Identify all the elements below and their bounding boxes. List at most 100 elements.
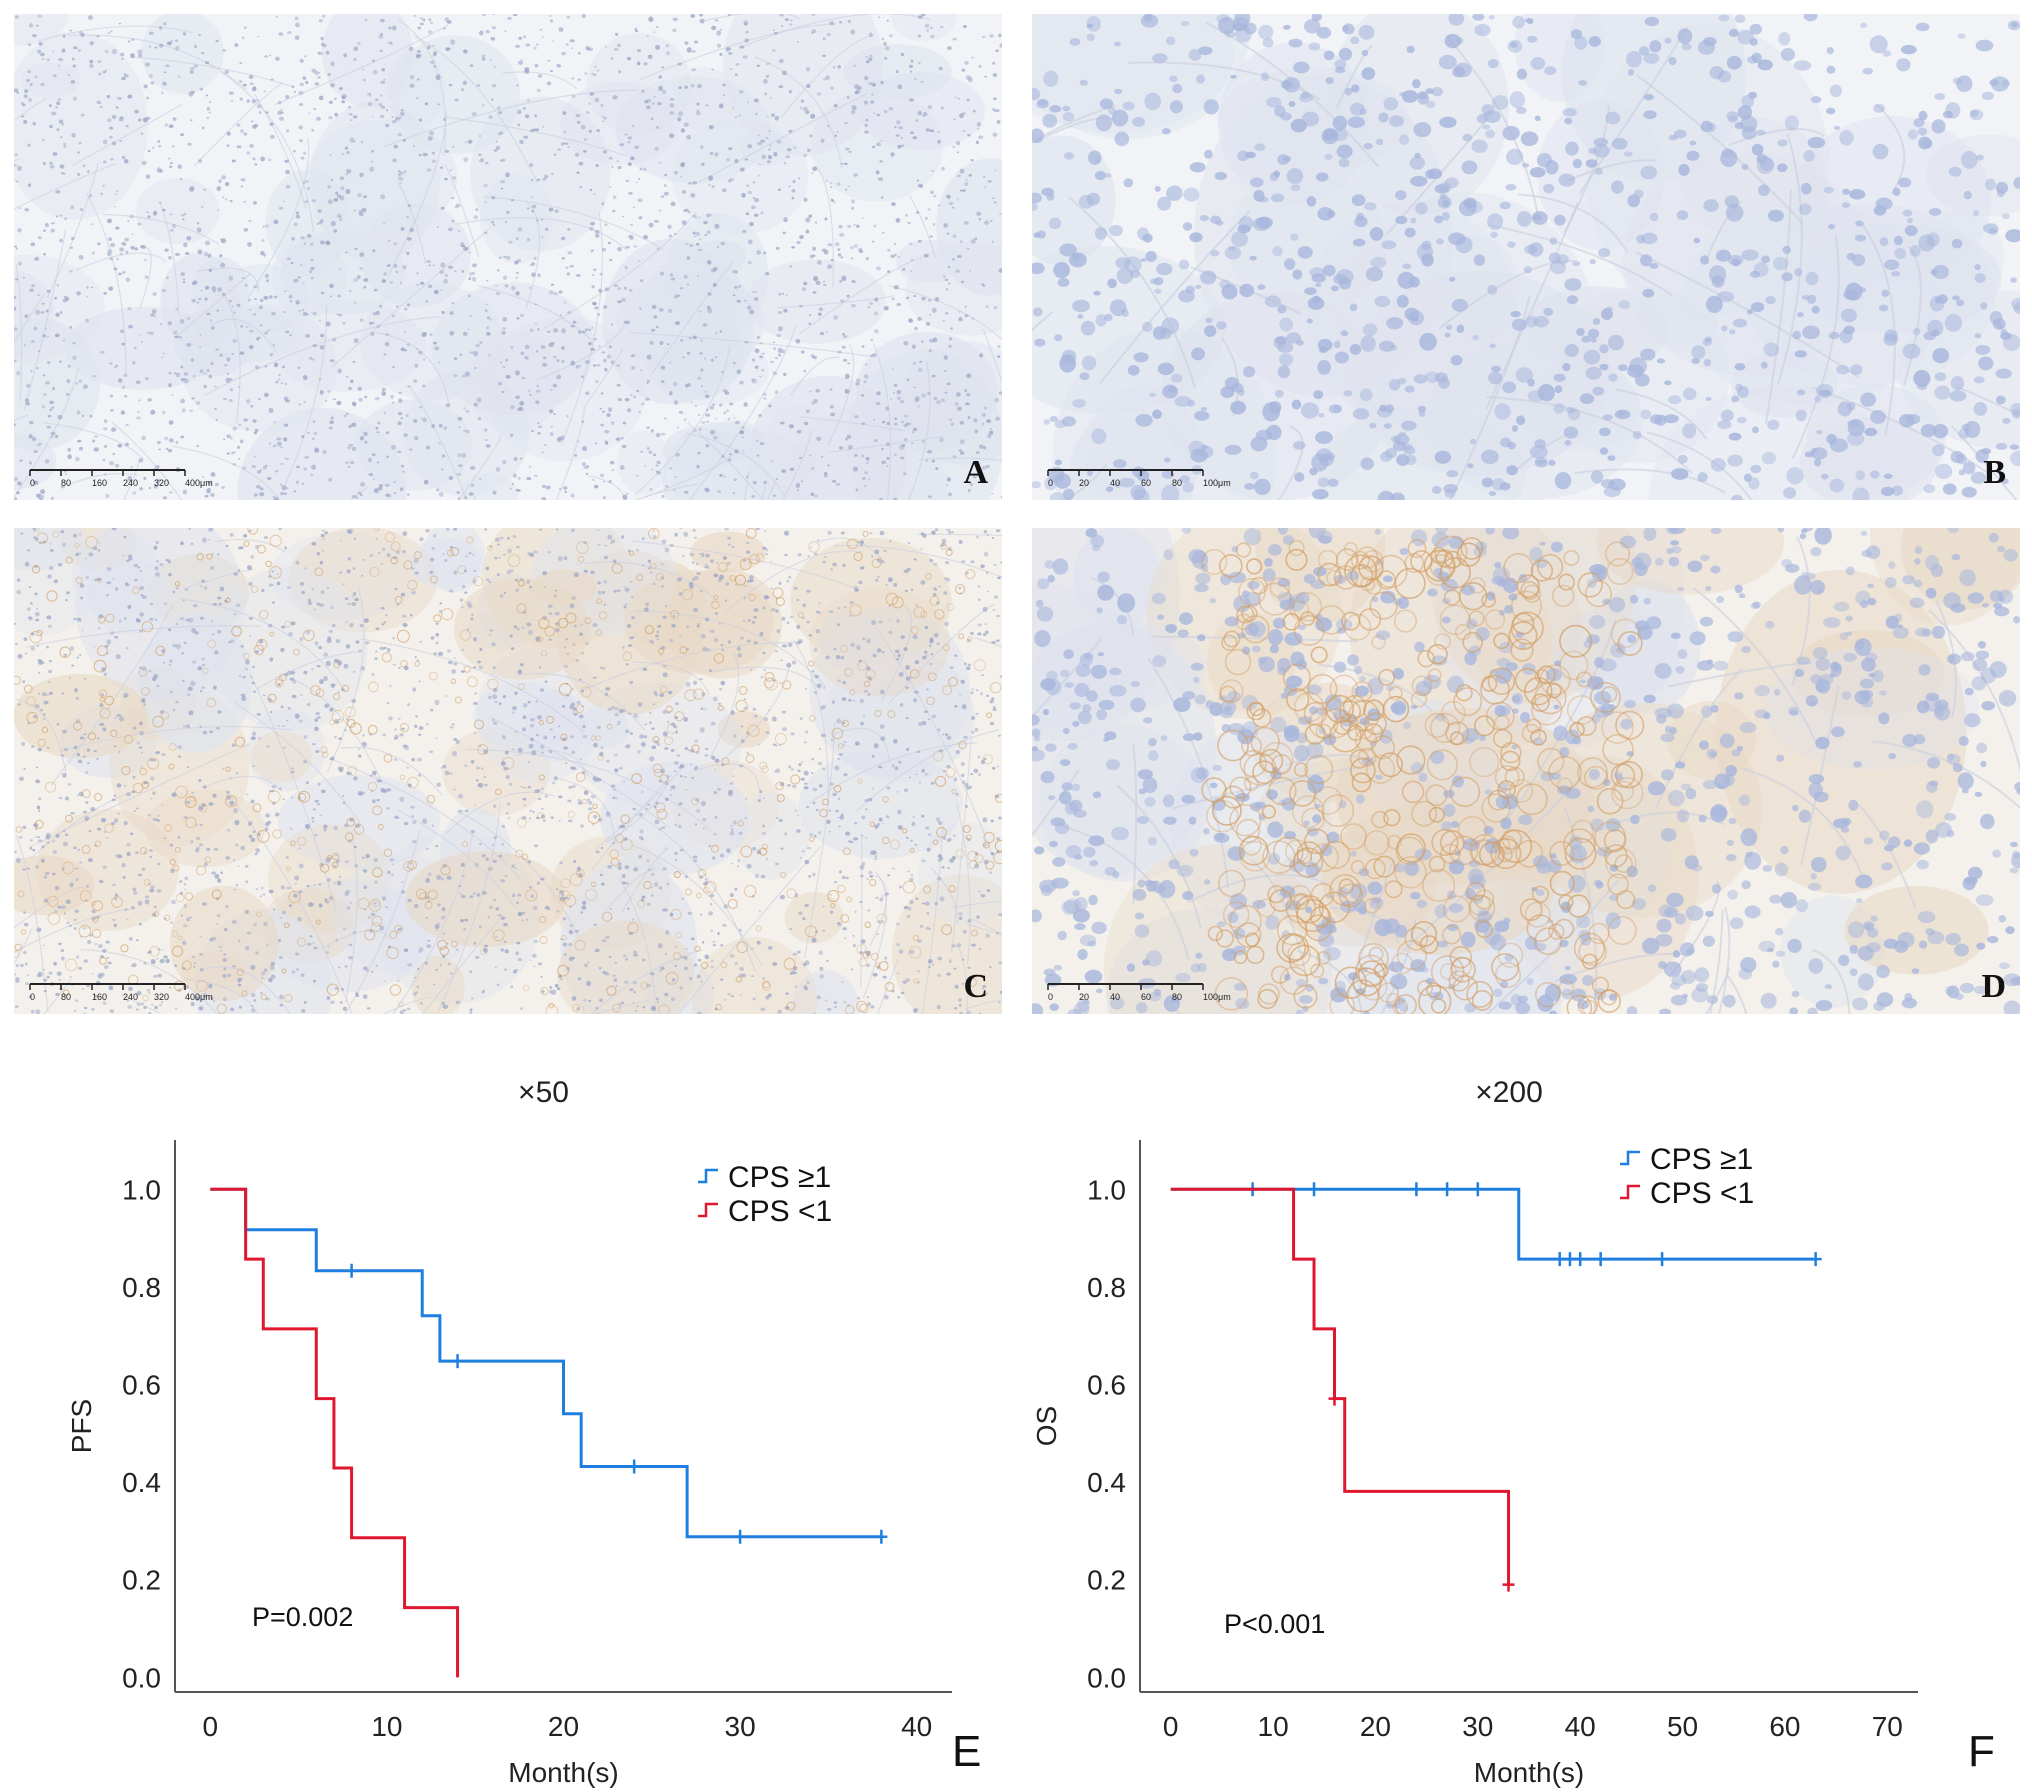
x-tick-label: 10 [371,1711,402,1742]
x-tick-label: 30 [725,1711,756,1742]
y-tick-label: 0.2 [122,1565,161,1596]
scalebar-tick-label: 160 [92,992,107,1002]
y-tick-label: 0.2 [1087,1565,1126,1596]
scalebar-tick-label: 0 [1048,992,1053,1002]
micrograph-panel-a: 0 80 160 240 320 400μm A [14,14,1002,500]
x-tick-label: 10 [1258,1711,1289,1742]
scalebar-tick-label: 0 [30,992,35,1002]
scalebar-tick-label: 100μm [1203,478,1231,488]
legend-swatch-1 [698,1202,718,1218]
p-value-label: P<0.001 [1224,1609,1325,1639]
scalebar-tick-label: 240 [123,992,138,1002]
x-axis-label: Month(s) [508,1757,618,1788]
legend-label-0: CPS ≥1 [728,1161,831,1194]
x-tick-label: 0 [1163,1711,1179,1742]
panel-letter-d: D [1981,968,2006,1005]
micrograph-a-image: 0 80 160 240 320 400μm [14,14,1002,500]
survival-curve-1 [210,1187,460,1678]
chart-title: ×50 [518,1076,569,1109]
panel-letter-b: B [1983,454,2006,491]
p-value-label: P=0.002 [252,1602,353,1632]
scalebar-tick-label: 40 [1110,992,1120,1002]
y-tick-label: 0.6 [1087,1370,1126,1401]
x-axis-label: Month(s) [1474,1757,1584,1788]
km-chart-e: ×50 0.0 0.2 0.4 0.6 0.8 1.0 0 10 20 30 40 Month(s) PF… [66,1076,981,1788]
scalebar-tick-label: 60 [1141,478,1151,488]
scalebar-tick-label: 320 [154,478,169,488]
y-tick-label: 1.0 [122,1174,161,1205]
censor-mark [1563,1252,1576,1267]
scalebar-tick-label: 40 [1110,478,1120,488]
panel-letter: F [1968,1727,1995,1776]
x-tick-label: 40 [901,1711,932,1742]
x-tick-label: 70 [1872,1711,1903,1742]
y-tick-label: 0.4 [1087,1467,1126,1498]
x-tick-label: 30 [1462,1711,1493,1742]
legend-swatch-1 [1620,1184,1640,1200]
micrograph-panel-c: 0 80 160 240 320 400μm C [14,528,1002,1014]
legend-swatch-0 [698,1168,718,1184]
scalebar-tick-label: 20 [1079,478,1089,488]
x-tick-label: 20 [1360,1711,1391,1742]
scalebar-tick-label: 80 [1172,992,1182,1002]
y-tick-label: 0.0 [1087,1662,1126,1693]
censor-mark [1656,1252,1669,1267]
y-tick-label: 0.8 [1087,1272,1126,1303]
scalebar-tick-label: 0 [1048,478,1053,488]
censor-mark [1471,1182,1484,1197]
micrograph-panel-d: 0 20 40 60 80 100μm D [1032,528,2020,1014]
legend-label-1: CPS <1 [728,1195,832,1228]
scalebar-tick-label: 320 [154,992,169,1002]
panel-letter-c: C [963,968,988,1005]
micrograph-panel-b: 0 20 40 60 80 100μm B [1032,14,2020,500]
panel-letter: E [952,1727,981,1776]
censor-mark [451,1354,464,1369]
y-tick-label: 0.6 [122,1370,161,1401]
y-tick-label: 0.8 [122,1272,161,1303]
scalebar-tick-label: 400μm [185,992,213,1002]
censor-mark [628,1459,641,1474]
micrograph-d-image: 0 20 40 60 80 100μm [1032,528,2020,1014]
survival-curve-1 [1170,1187,1511,1585]
legend-label-0: CPS ≥1 [1650,1143,1753,1176]
scalebar-tick-label: 160 [92,478,107,488]
x-tick-label: 60 [1769,1711,1800,1742]
y-axis-label: OS [1031,1406,1062,1446]
censor-mark [1574,1252,1587,1267]
panel-letter-a: A [963,454,988,491]
scalebar-tick-label: 80 [1172,478,1182,488]
censor-mark [1502,1577,1515,1592]
scalebar-tick-label: 400μm [185,478,213,488]
legend-swatch-0 [1620,1150,1640,1166]
x-tick-label: 40 [1565,1711,1596,1742]
censor-mark [345,1263,358,1278]
censor-mark [1441,1182,1454,1197]
scalebar-tick-label: 80 [61,478,71,488]
x-tick-label: 50 [1667,1711,1698,1742]
censor-mark [1553,1252,1566,1267]
x-tick-label: 20 [548,1711,579,1742]
scalebar-tick-label: 20 [1079,992,1089,1002]
legend-label-1: CPS <1 [1650,1177,1754,1210]
censor-mark [1308,1182,1321,1197]
y-tick-label: 1.0 [1087,1174,1126,1205]
y-tick-label: 0.4 [122,1467,161,1498]
km-chart-f: ×200 0.0 0.2 0.4 0.6 0.8 1.0 0 10 20 30 40 50 60 70 Mon… [1031,1076,1995,1788]
chart-title: ×200 [1475,1076,1543,1109]
y-tick-label: 0.0 [122,1662,161,1693]
censor-mark [1809,1252,1822,1267]
scalebar-tick-label: 60 [1141,992,1151,1002]
micrograph-b-image: 0 20 40 60 80 100μm [1032,14,2020,500]
scalebar-tick-label: 100μm [1203,992,1231,1002]
y-axis-label: PFS [66,1399,97,1453]
censor-mark [1328,1391,1341,1406]
survival-curve-0 [210,1187,882,1539]
micrograph-c-image: 0 80 160 240 320 400μm [14,528,1002,1014]
censor-mark [1410,1182,1423,1197]
x-tick-label: 0 [203,1711,219,1742]
scalebar-tick-label: 240 [123,478,138,488]
censor-mark [875,1529,888,1544]
censor-mark [1594,1252,1607,1267]
censor-mark [734,1529,747,1544]
scalebar-tick-label: 80 [61,992,71,1002]
